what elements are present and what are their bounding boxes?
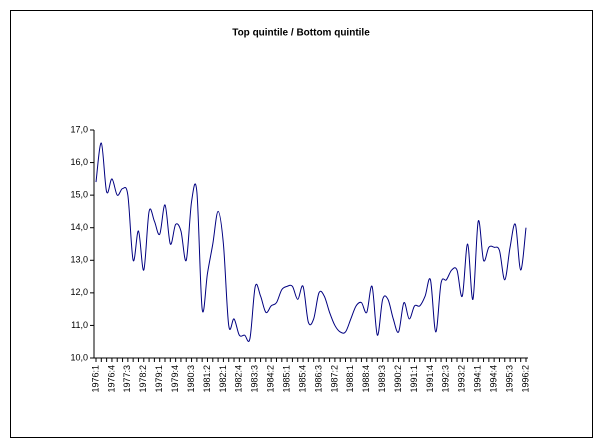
x-tick-label: 1990:2 <box>393 365 403 393</box>
x-tick-label: 1996:2 <box>520 365 530 393</box>
x-tick-label: 1988:4 <box>361 365 371 393</box>
chart-title: Top quintile / Bottom quintile <box>232 28 370 39</box>
x-tick-label: 1978:2 <box>138 365 148 393</box>
x-tick-label: 1984:2 <box>266 365 276 393</box>
y-tick-label: 10,0 <box>70 352 88 362</box>
x-tick-label: 1985:1 <box>281 365 291 393</box>
y-tick-label: 14,0 <box>70 222 88 232</box>
chart-frame <box>10 10 593 438</box>
y-tick-label: 17,0 <box>70 124 88 134</box>
y-tick-label: 15,0 <box>70 190 88 200</box>
x-tick-label: 1983:3 <box>250 365 260 393</box>
x-tick-label: 1976:4 <box>106 365 116 393</box>
x-tick-label: 1979:4 <box>170 365 180 393</box>
x-tick-label: 1994:4 <box>489 365 499 393</box>
y-tick-label: 12,0 <box>70 287 88 297</box>
y-tick-label: 16,0 <box>70 157 88 167</box>
x-tick-label: 1988:1 <box>345 365 355 393</box>
x-tick-label: 1989:3 <box>377 365 387 393</box>
y-tick-label: 11,0 <box>71 320 88 330</box>
x-tick-label: 1991:4 <box>425 365 435 393</box>
x-tick-label: 1987:2 <box>329 365 339 393</box>
x-tick-label: 1995:3 <box>504 365 514 393</box>
x-tick-label: 1980:3 <box>186 365 196 393</box>
x-tick-label: 1986:3 <box>313 365 323 393</box>
x-tick-label: 1993:2 <box>457 365 467 393</box>
x-tick-label: 1992:3 <box>441 365 451 393</box>
x-tick-label: 1985:4 <box>297 365 307 393</box>
x-tick-label: 1982:1 <box>218 365 228 393</box>
x-tick-label: 1982:4 <box>234 365 244 393</box>
x-tick-label: 1981:2 <box>202 365 212 393</box>
x-tick-label: 1977:3 <box>122 365 132 393</box>
data-line <box>95 142 527 342</box>
x-tick-label: 1979:1 <box>154 365 164 393</box>
x-tick-label: 1976:1 <box>90 365 100 393</box>
x-tick-label: 1994:1 <box>473 365 483 393</box>
x-tick-label: 1991:1 <box>409 365 419 393</box>
y-tick-label: 13,0 <box>70 255 88 265</box>
